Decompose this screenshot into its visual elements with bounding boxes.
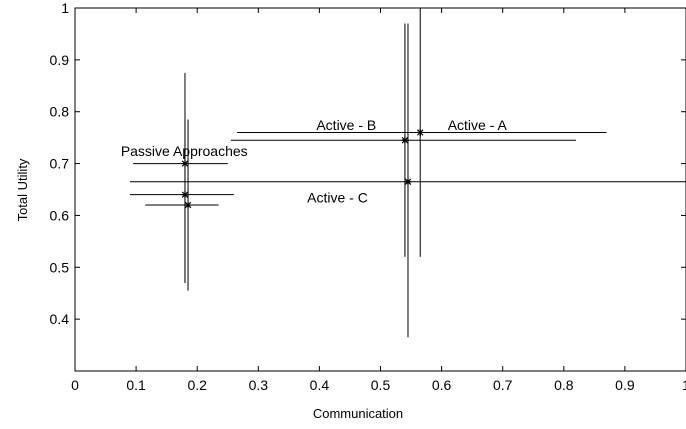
x-tick-label: 0.1 [126, 377, 146, 393]
data-marks [129, 8, 686, 338]
x-tick-label: 0.2 [187, 377, 207, 393]
asterisk-marker [401, 136, 409, 144]
x-tick-label: 0.7 [493, 377, 513, 393]
x-axis-label: Communication [313, 406, 403, 421]
x-tick-label: 0.3 [249, 377, 269, 393]
y-tick-label: 1 [61, 0, 69, 16]
y-tick-label: 0.9 [50, 52, 70, 68]
y-tick-label: 0.7 [50, 156, 70, 172]
y-tick-label: 0.5 [50, 259, 70, 275]
annotations: Active - A Active - B Active - C Passive Ap… [121, 117, 508, 206]
x-tick-label: 0 [71, 377, 79, 393]
x-tick-label: 0.6 [432, 377, 452, 393]
plot-area [74, 7, 686, 372]
x-tick-label: 1 [682, 377, 686, 393]
asterisk-marker [181, 191, 189, 199]
y-tick-label: 0.6 [50, 207, 70, 223]
data-point [129, 119, 234, 283]
x-tick-label: 0.8 [554, 377, 574, 393]
axis-ticks: 0 0.1 0.2 0.3 0.4 0.5 0.6 0.7 0.8 0.9 1 0.4 0.5 0.6 0.… [50, 0, 686, 393]
data-point [129, 23, 686, 338]
x-tick-label: 0.9 [615, 377, 635, 393]
point-annotation: Active - B [316, 117, 376, 133]
asterisk-marker [184, 201, 192, 209]
y-tick-label: 0.8 [50, 104, 70, 120]
y-tick-label: 0.4 [50, 311, 70, 327]
data-point [236, 8, 607, 257]
point-annotation: Active - C [307, 189, 368, 205]
point-annotation: Passive Approaches [121, 143, 248, 159]
data-point [230, 23, 577, 257]
asterisk-marker [404, 178, 412, 186]
y-axis-label: Total Utility [15, 158, 30, 221]
x-tick-label: 0.4 [310, 377, 330, 393]
point-annotation: Active - A [448, 117, 508, 133]
data-point [145, 119, 219, 291]
asterisk-marker [416, 128, 424, 136]
x-tick-label: 0.5 [371, 377, 391, 393]
